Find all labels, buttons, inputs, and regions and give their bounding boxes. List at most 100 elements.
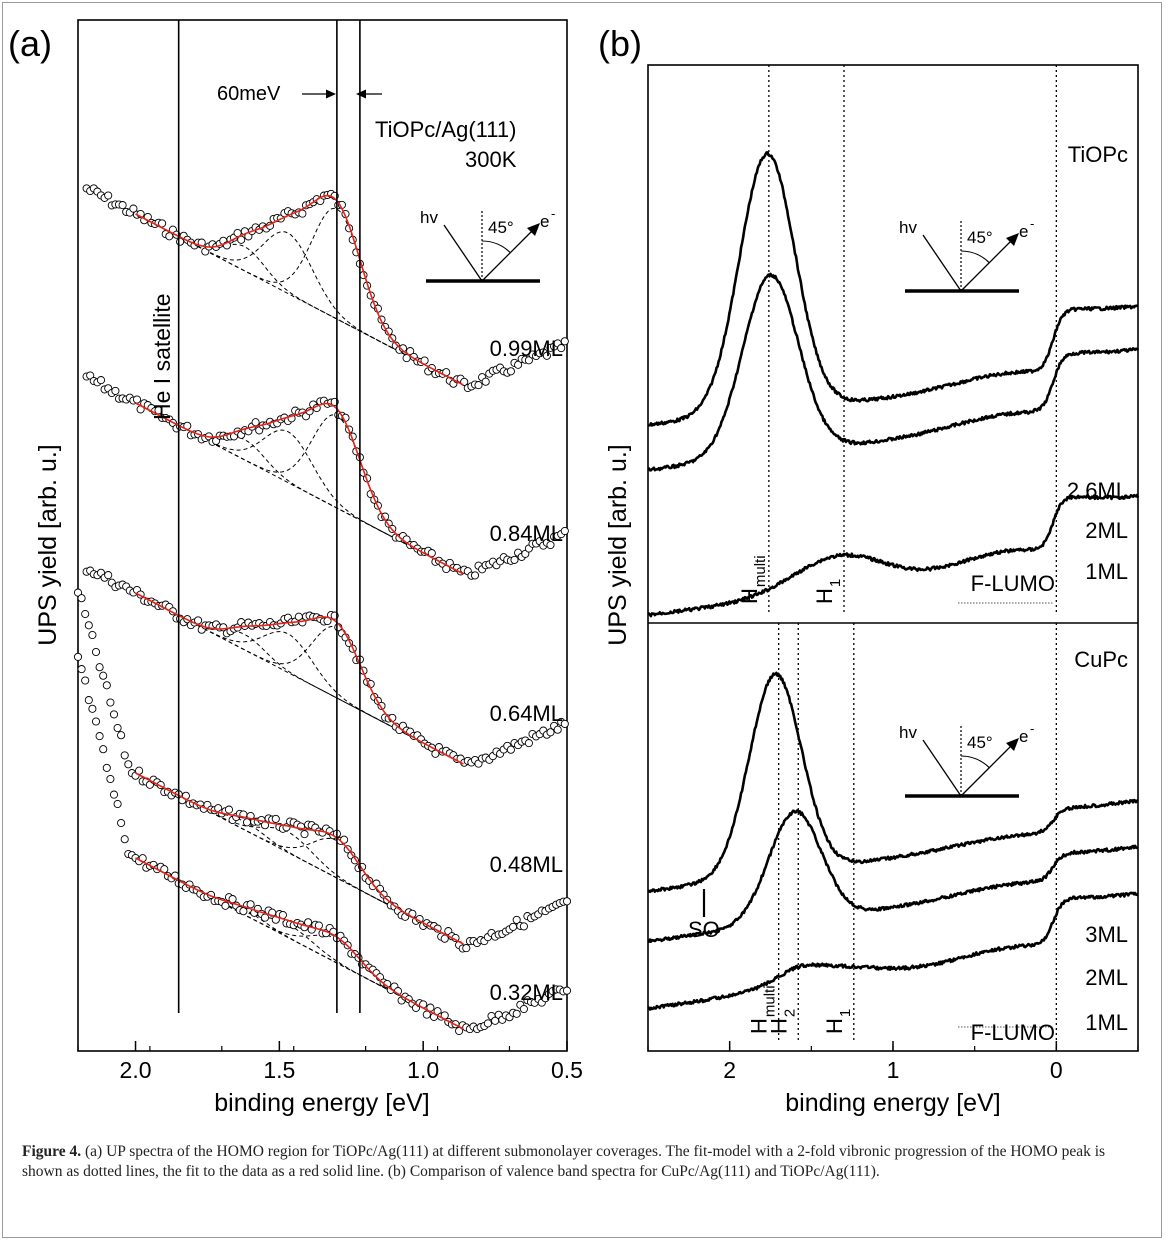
data-point xyxy=(553,725,562,734)
coverage-series: 0.64ML xyxy=(82,566,569,768)
x-tick-label: 1.0 xyxy=(407,1057,439,1083)
data-point xyxy=(95,732,104,741)
data-point xyxy=(470,571,480,580)
cupc-flumo-label: F-LUMO xyxy=(971,1020,1055,1045)
data-point xyxy=(560,526,569,536)
data-point xyxy=(109,790,119,799)
panel-b: (b) 2 1 0 binding energy [eV] UPS yield [a… xyxy=(598,23,1140,1117)
data-point xyxy=(562,986,572,995)
data-point xyxy=(422,1010,431,1019)
sample-label: TiOPc/Ag(111) xyxy=(375,117,516,142)
data-point xyxy=(154,406,163,415)
data-point xyxy=(304,918,313,927)
data-point xyxy=(239,907,248,916)
coverage-label: 0.99ML xyxy=(490,336,563,361)
data-point xyxy=(102,763,111,772)
fit-component xyxy=(135,402,464,575)
tiopc-label: TiOPc xyxy=(1068,142,1128,167)
panel-a-x-axis-label: binding energy [eV] xyxy=(214,1089,429,1117)
coverage-label: 2ML xyxy=(1085,965,1128,990)
data-point xyxy=(481,377,490,386)
data-point xyxy=(519,1004,528,1014)
data-point xyxy=(300,830,309,839)
data-point xyxy=(99,671,108,680)
peak-label: Hmulti xyxy=(737,555,769,604)
data-point xyxy=(84,696,93,705)
panel-a-reference-lines xyxy=(177,20,361,1013)
data-point xyxy=(514,360,523,369)
data-point xyxy=(111,386,120,395)
data-point xyxy=(102,681,111,690)
spectrum-line xyxy=(647,493,1140,618)
coverage-label: 0.32ML xyxy=(490,980,563,1005)
coverage-label: 1ML xyxy=(1085,559,1128,584)
data-point xyxy=(106,698,115,707)
panel-a-y-axis-label: UPS yield [arb. u.] xyxy=(34,444,62,645)
data-point xyxy=(271,814,280,823)
x-tick-label: 0.5 xyxy=(551,1057,583,1083)
data-point xyxy=(81,609,90,619)
coverage-series: 0.99ML xyxy=(82,184,569,393)
he-satellite-label: He I satellite xyxy=(149,293,175,420)
data-point xyxy=(483,1019,492,1028)
data-point xyxy=(506,745,515,754)
data-point xyxy=(77,665,86,674)
data-point xyxy=(99,745,108,754)
data-point xyxy=(73,588,83,597)
data-point xyxy=(221,901,230,910)
x-tick-label: 1 xyxy=(887,1057,900,1083)
data-point xyxy=(560,719,569,728)
data-point xyxy=(509,922,518,931)
caption-text: (a) UP spectra of the HOMO region for Ti… xyxy=(22,1143,1106,1180)
panel-a: (a) 2.0 1.5 1.0 0.5 binding energy [eV] UPS… xyxy=(8,19,583,1117)
panel-a-axes xyxy=(77,19,568,1052)
data-point xyxy=(120,751,129,760)
svg-text:-: - xyxy=(1030,216,1034,231)
coverage-label: 3ML xyxy=(1085,922,1128,947)
data-point xyxy=(118,201,127,210)
svg-text:45°: 45° xyxy=(967,228,993,247)
data-point xyxy=(124,760,133,769)
panel-a-x-ticks: 2.0 1.5 1.0 0.5 xyxy=(77,1041,583,1083)
coverage-series: 0.48ML xyxy=(73,588,572,953)
spectrum-line xyxy=(647,809,1139,944)
peak-label: H1 xyxy=(822,1009,854,1034)
data-point xyxy=(81,676,90,685)
so-label: SO xyxy=(688,917,720,942)
svg-text:e: e xyxy=(1019,727,1028,746)
svg-text:hv: hv xyxy=(899,723,917,742)
data-point xyxy=(557,344,566,353)
data-point xyxy=(113,799,122,809)
fit-line xyxy=(135,772,464,945)
data-point xyxy=(519,922,528,931)
svg-text:e: e xyxy=(1019,222,1028,241)
peak-label: H1 xyxy=(812,579,844,604)
svg-text:hv: hv xyxy=(899,218,917,237)
coverage-label: 0.84ML xyxy=(490,521,563,546)
data-point xyxy=(562,897,572,906)
fit-line xyxy=(135,194,464,386)
data-point xyxy=(117,731,126,740)
data-point xyxy=(260,913,270,922)
data-point xyxy=(95,663,104,672)
data-point xyxy=(120,835,129,844)
svg-text:-: - xyxy=(1030,721,1034,736)
data-point xyxy=(91,647,101,657)
data-point xyxy=(524,739,533,748)
x-tick-label: 2 xyxy=(723,1057,736,1083)
fit-line xyxy=(135,402,464,575)
data-point xyxy=(77,594,86,603)
data-point xyxy=(512,1009,521,1018)
spectrum-line xyxy=(647,671,1139,894)
data-point xyxy=(109,710,119,719)
coverage-label: 0.64ML xyxy=(490,701,563,726)
coverage-label: 1ML xyxy=(1085,1010,1128,1035)
shift-label: 60meV xyxy=(217,83,281,105)
figure-caption: Figure 4. (a) UP spectra of the HOMO reg… xyxy=(22,1142,1142,1182)
data-point xyxy=(113,723,122,733)
svg-text:hv: hv xyxy=(420,208,438,227)
data-point xyxy=(560,337,569,346)
